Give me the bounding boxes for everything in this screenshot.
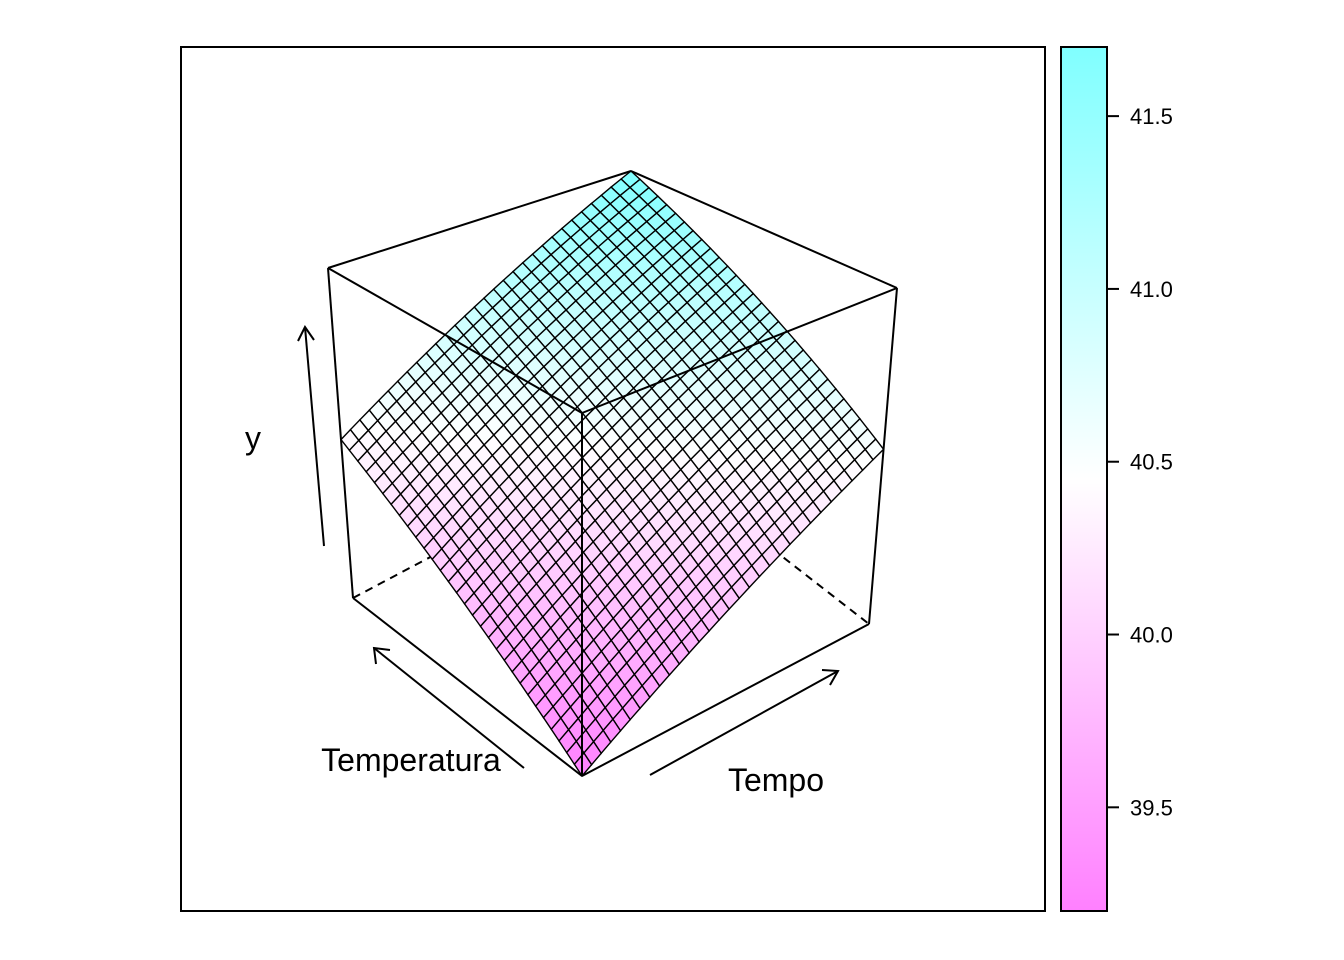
y-axis-arrow [304,326,325,547]
box-edge [327,170,632,269]
tempo-axis-label: Tempo [728,762,824,798]
colorkey-bar [1060,46,1108,912]
box-edge [581,287,898,414]
tempo-arrowhead [821,669,840,686]
colorkey-tick-label: 41.0 [1130,277,1173,302]
temperatura-axis-label: Temperatura [321,742,501,778]
temperatura-arrowhead [372,646,391,665]
colorkey-tick-label: 41.5 [1130,104,1173,129]
box-front-edges [327,170,898,777]
box-edge [327,267,354,599]
colorkey-tick-label: 40.5 [1130,450,1173,475]
tempo-axis-arrow [649,670,839,776]
box-edge [868,287,898,625]
axis-arrows [297,325,840,776]
colorkey-ticks: 39.5 40.0 40.5 41.0 41.5 [1107,104,1173,820]
y-axis-label: y [245,420,261,456]
y-arrowhead [297,325,315,342]
temperatura-axis-arrow [373,647,525,769]
colorkey-tick-label: 39.5 [1130,795,1173,820]
panel-border [180,46,1046,912]
box-edge [630,170,898,289]
surface-mesh [340,170,885,778]
box-edge [352,597,583,777]
colorkey-tick-label: 40.0 [1130,623,1173,648]
box-edge [327,267,583,414]
box-edge [581,623,870,777]
